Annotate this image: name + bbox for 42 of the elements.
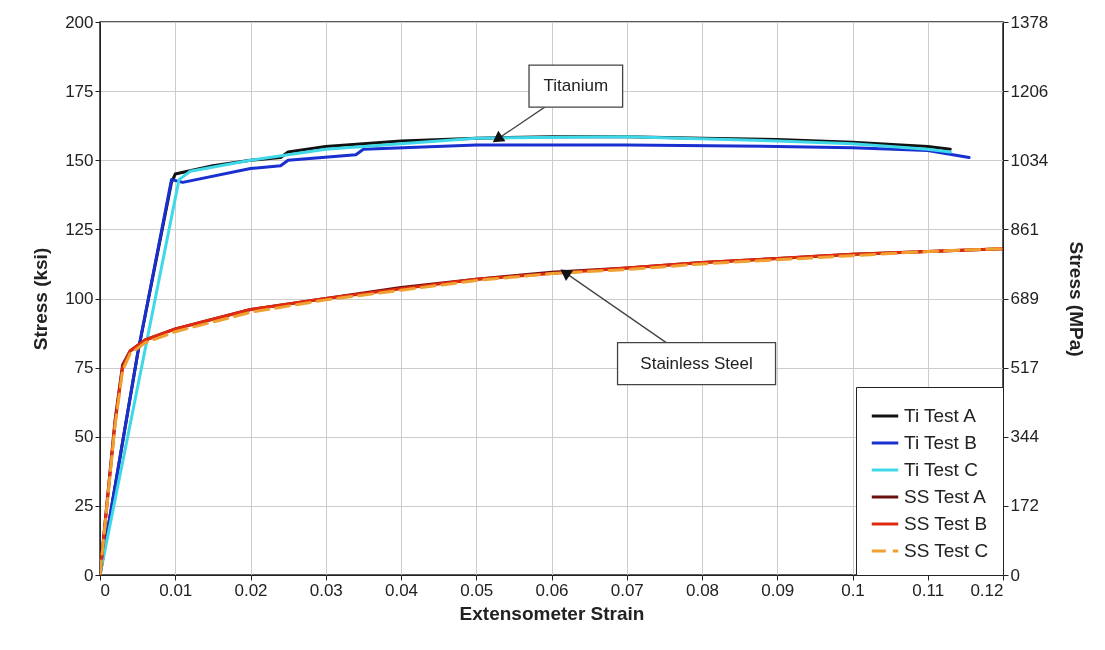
legend-label: SS Test C [904, 540, 989, 561]
legend-label: SS Test A [904, 486, 987, 507]
y-tick-label: 0 [84, 565, 94, 585]
y-tick-label: 50 [74, 427, 94, 447]
legend-label: Ti Test C [904, 459, 978, 480]
y2-tick-label: 0 [1010, 565, 1020, 585]
x-tick-label: 0.07 [610, 580, 644, 600]
annotation: Titanium [543, 76, 609, 96]
x-tick-label: 0 [100, 580, 110, 600]
y-tick-label: 200 [65, 12, 94, 32]
legend-label: SS Test B [904, 513, 988, 534]
y2-tick-label: 689 [1010, 289, 1039, 308]
y-tick-label: 125 [65, 219, 94, 239]
x-tick-label: 0.04 [384, 580, 419, 600]
x-tick-label: 0.02 [234, 580, 268, 600]
y-tick-label: 100 [65, 289, 94, 308]
y-axis-title: Stress (ksi) [30, 247, 52, 351]
y-tick-label: 175 [65, 81, 94, 101]
y2-tick-label: 861 [1010, 219, 1039, 239]
y-tick-label: 150 [65, 150, 94, 170]
y2-tick-label: 1378 [1010, 12, 1049, 32]
y2-tick-label: 1034 [1010, 150, 1049, 170]
x-tick-label: 0.05 [460, 580, 494, 600]
legend-label: Ti Test B [904, 432, 977, 453]
y2-tick-label: 344 [1010, 427, 1039, 447]
y2-axis-title: Stress (MPa) [1066, 241, 1088, 357]
x-tick-label: 0.03 [309, 580, 343, 600]
y2-tick-label: 172 [1010, 496, 1039, 516]
x-tick-label: 0.12 [970, 580, 1004, 600]
y2-tick-label: 1206 [1010, 81, 1049, 101]
y-tick-label: 75 [74, 358, 94, 378]
x-tick-label: 0.01 [159, 580, 193, 600]
y2-tick-label: 517 [1010, 358, 1039, 378]
x-tick-label: 0.06 [535, 580, 569, 600]
x-tick-label: 0.11 [912, 580, 945, 600]
y-tick-label: 25 [74, 496, 94, 516]
x-axis-title: Extensometer Strain [459, 602, 645, 624]
annotation: Stainless Steel [640, 353, 753, 373]
x-tick-label: 0.08 [685, 580, 720, 600]
legend-label: Ti Test A [904, 405, 977, 426]
x-tick-label: 0.1 [841, 580, 865, 600]
x-tick-label: 0.09 [761, 580, 795, 600]
